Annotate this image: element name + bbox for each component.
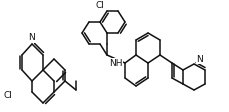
Text: Cl: Cl <box>95 1 104 11</box>
Text: N: N <box>196 55 202 64</box>
Text: Cl: Cl <box>3 90 12 99</box>
Text: N: N <box>28 33 35 42</box>
Text: NH: NH <box>109 58 122 68</box>
